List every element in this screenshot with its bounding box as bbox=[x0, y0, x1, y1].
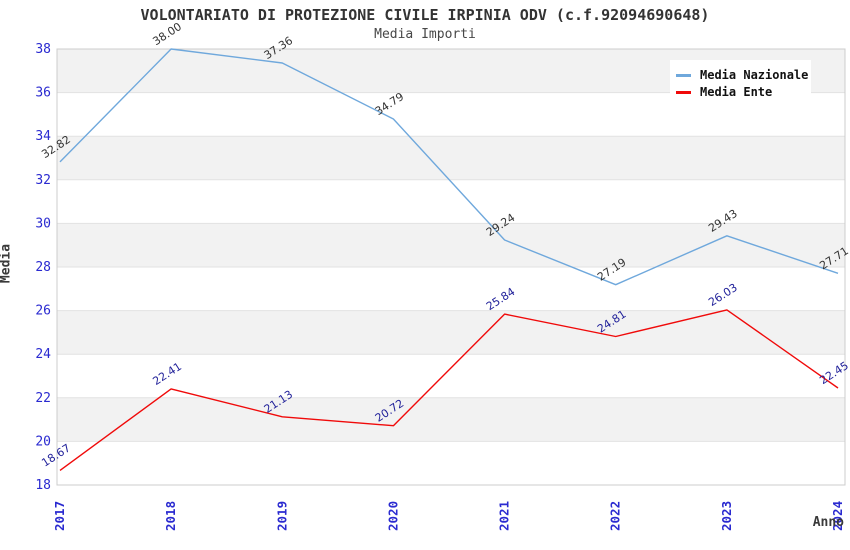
y-tick-label: 34 bbox=[35, 129, 51, 144]
y-tick-label: 38 bbox=[35, 42, 51, 57]
data-point-label: 26.03 bbox=[706, 281, 739, 309]
data-point-label: 38.00 bbox=[150, 20, 183, 48]
plot-border bbox=[56, 48, 846, 486]
x-tick-label: 2017 bbox=[52, 501, 67, 531]
chart-title: VOLONTARIATO DI PROTEZIONE CIVILE IRPINI… bbox=[140, 6, 710, 24]
grid-band bbox=[57, 397, 845, 442]
y-tick-label: 36 bbox=[35, 86, 51, 101]
y-tick-label: 20 bbox=[35, 434, 51, 449]
grid-band bbox=[57, 223, 845, 267]
y-tick-label: 30 bbox=[35, 216, 51, 231]
x-tick-label: 2024 bbox=[830, 501, 845, 531]
x-tick-label: 2022 bbox=[608, 501, 623, 531]
x-tick-label: 2018 bbox=[163, 501, 178, 531]
legend-swatch-media-nazionale-icon bbox=[676, 73, 691, 77]
grid-bands bbox=[57, 49, 845, 442]
y-tick-label: 18 bbox=[35, 478, 51, 493]
data-point-label: 25.84 bbox=[484, 285, 517, 313]
y-tick-label: 24 bbox=[35, 347, 51, 362]
grid-band bbox=[57, 310, 845, 355]
grid-band bbox=[57, 136, 845, 180]
legend-label-media-ente: Media Ente bbox=[700, 85, 773, 99]
y-tick-label: 28 bbox=[35, 260, 51, 275]
y-tick-labels: 18 20 22 24 26 28 30 32 34 36 38 bbox=[35, 42, 51, 493]
legend-item-media-nazionale: Media Nazionale bbox=[676, 67, 811, 83]
x-tick-label: 2021 bbox=[497, 501, 512, 531]
chart-subtitle: Media Importi bbox=[374, 27, 476, 42]
x-tick-label: 2019 bbox=[274, 501, 289, 531]
legend: Media Nazionale Media Ente bbox=[670, 60, 811, 107]
data-point-label: 22.41 bbox=[150, 360, 183, 388]
data-point-label: 34.79 bbox=[373, 90, 406, 118]
x-axis-label: Anno bbox=[812, 515, 844, 530]
x-tick-label: 2023 bbox=[719, 501, 734, 531]
x-tick-label: 2020 bbox=[385, 501, 400, 531]
x-tick-labels: 2017 2018 2019 2020 2021 2022 2023 2024 bbox=[52, 501, 845, 531]
y-tick-label: 22 bbox=[35, 391, 51, 406]
legend-label-media-nazionale: Media Nazionale bbox=[700, 68, 809, 82]
y-tick-label: 26 bbox=[35, 304, 51, 319]
y-tick-label: 32 bbox=[35, 173, 51, 188]
series-line-media-nazionale bbox=[59, 48, 839, 286]
legend-swatch-media-ente-icon bbox=[676, 90, 691, 94]
legend-item-media-ente: Media Ente bbox=[676, 84, 811, 100]
series-line-media-ente bbox=[59, 309, 839, 471]
